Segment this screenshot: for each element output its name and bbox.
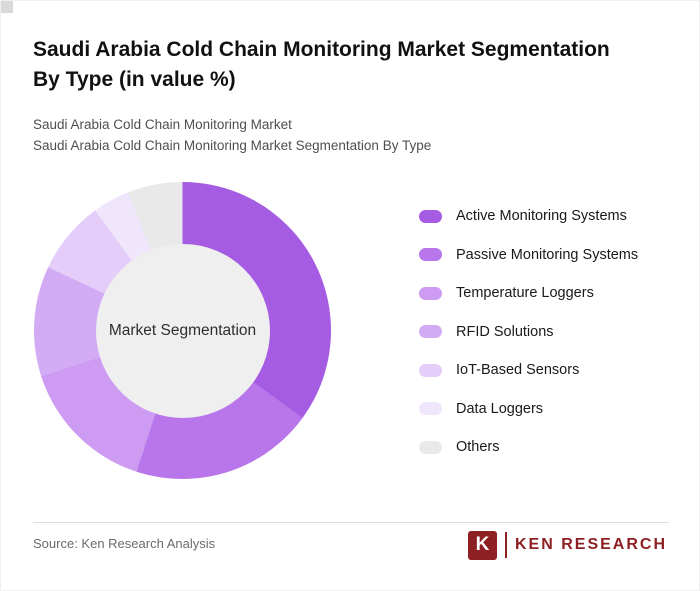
legend-label: Active Monitoring Systems	[456, 208, 627, 224]
source-note: Source: Ken Research Analysis	[33, 536, 216, 551]
donut-center-label: Market Segmentation	[95, 243, 270, 418]
legend-swatch	[419, 402, 442, 415]
legend-item-temperature-loggers: Temperature Loggers	[419, 284, 689, 302]
legend-label: Passive Monitoring Systems	[456, 246, 639, 263]
legend-item-rfid-solutions: RFID Solutions	[419, 323, 689, 341]
legend-item-active-monitoring: Active Monitoring Systems	[419, 207, 689, 225]
logo-divider	[504, 532, 507, 558]
legend-item-iot-sensors: IoT-Based Sensors	[419, 361, 689, 379]
legend-label: RFID Solutions	[456, 323, 554, 340]
logo-letter: K	[475, 534, 490, 555]
legend-swatch	[419, 440, 442, 454]
corner-artifact	[1, 1, 13, 13]
legend-swatch	[419, 248, 442, 261]
legend-swatch	[419, 363, 442, 377]
chart-subtitle-segmentation: Saudi Arabia Cold Chain Monitoring Marke…	[33, 138, 432, 153]
chart-legend: Active Monitoring Systems Passive Monito…	[419, 207, 689, 477]
legend-swatch	[419, 325, 442, 338]
legend-label: Data Loggers	[456, 400, 544, 417]
footer-divider	[33, 522, 669, 523]
logo-wordmark: KEN RESEARCH	[514, 536, 667, 553]
logo-k-icon: K	[467, 530, 497, 560]
chart-subtitle-market: Saudi Arabia Cold Chain Monitoring Marke…	[33, 117, 292, 132]
page-title: Saudi Arabia Cold Chain Monitoring Marke…	[33, 38, 610, 91]
legend-item-passive-monitoring: Passive Monitoring Systems	[419, 246, 689, 264]
legend-item-others: Others	[419, 438, 689, 456]
legend-label: IoT-Based Sensors	[456, 362, 580, 378]
legend-item-data-loggers: Data Loggers	[419, 400, 689, 418]
legend-label: Others	[456, 439, 500, 455]
legend-label: Temperature Loggers	[456, 285, 594, 301]
legend-swatch	[419, 209, 442, 223]
donut-chart: Market Segmentation	[34, 182, 331, 479]
legend-swatch	[419, 286, 442, 300]
ken-research-logo: K KEN RESEARCH	[467, 528, 667, 562]
